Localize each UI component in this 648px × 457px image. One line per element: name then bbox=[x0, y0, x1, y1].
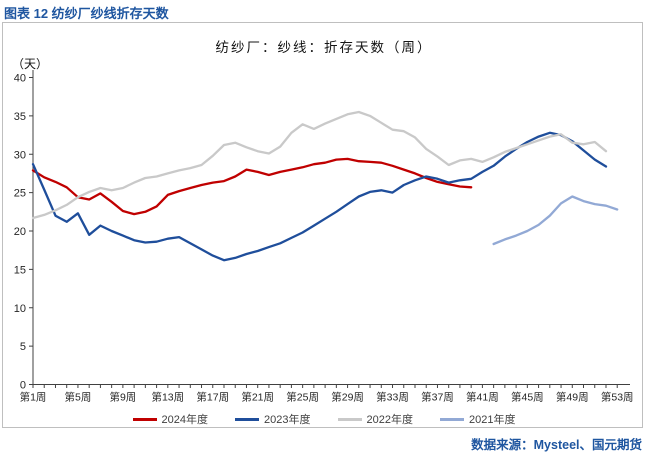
x-tick-label: 第1周 bbox=[20, 391, 47, 404]
x-tick-label: 第21周 bbox=[241, 391, 274, 404]
legend-label: 2024年度 bbox=[161, 414, 209, 426]
data-source: 数据来源：Mysteel、国元期货 bbox=[471, 438, 642, 452]
legend-item-2021: 2021年度 bbox=[439, 411, 516, 427]
legend-item-2022: 2022年度 bbox=[337, 411, 413, 427]
legend-label: 2023年度 bbox=[264, 414, 311, 426]
legend-item-2023: 2023年度 bbox=[235, 411, 311, 427]
legend-marker bbox=[439, 417, 464, 421]
legend-item-2024: 2024年度 bbox=[132, 411, 209, 427]
x-tick-label: 第49周 bbox=[556, 391, 589, 404]
x-tick-label: 第13周 bbox=[151, 391, 184, 404]
series-line-2022 bbox=[31, 110, 608, 220]
x-tick-label: 第25周 bbox=[286, 391, 319, 404]
x-tick-label: 第33周 bbox=[376, 391, 409, 404]
x-tick-label: 第53周 bbox=[601, 391, 634, 404]
y-tick-label: 30 bbox=[14, 149, 26, 161]
x-tick-label: 第17周 bbox=[196, 391, 229, 404]
series-line-2021 bbox=[492, 195, 619, 246]
x-tick-label: 第41周 bbox=[466, 391, 499, 404]
x-tick-label: 第9周 bbox=[109, 391, 136, 404]
legend-marker bbox=[132, 417, 157, 421]
legend: 2024年度 2023年度 2022年度 2021年度 bbox=[0, 411, 648, 427]
y-tick-label: 35 bbox=[14, 111, 26, 123]
x-tick-label: 第37周 bbox=[421, 391, 454, 404]
legend-marker bbox=[337, 417, 362, 421]
y-tick-label: 10 bbox=[14, 303, 26, 315]
x-tick-label: 第5周 bbox=[65, 391, 92, 404]
y-tick-label: 25 bbox=[14, 188, 26, 200]
chart-title: 纺纱厂：纱线：折存天数（周） bbox=[215, 40, 433, 55]
x-tick-label: 第45周 bbox=[511, 391, 544, 404]
y-tick-label: 5 bbox=[20, 341, 26, 353]
legend-label: 2021年度 bbox=[468, 414, 516, 426]
y-tick-label: 20 bbox=[14, 226, 26, 238]
y-tick-label: 0 bbox=[20, 380, 26, 392]
series-line-2023 bbox=[31, 131, 608, 262]
y-tick-label: 40 bbox=[14, 73, 26, 85]
figure-caption: 图表 12 纺纱厂纱线折存天数 bbox=[4, 6, 169, 21]
legend-marker bbox=[235, 417, 260, 421]
y-axis-unit-label: （天） bbox=[12, 57, 49, 71]
series-line-2024 bbox=[31, 157, 473, 216]
y-tick-label: 15 bbox=[14, 264, 26, 276]
legend-label: 2022年度 bbox=[366, 414, 413, 426]
x-tick-label: 第29周 bbox=[331, 391, 364, 404]
